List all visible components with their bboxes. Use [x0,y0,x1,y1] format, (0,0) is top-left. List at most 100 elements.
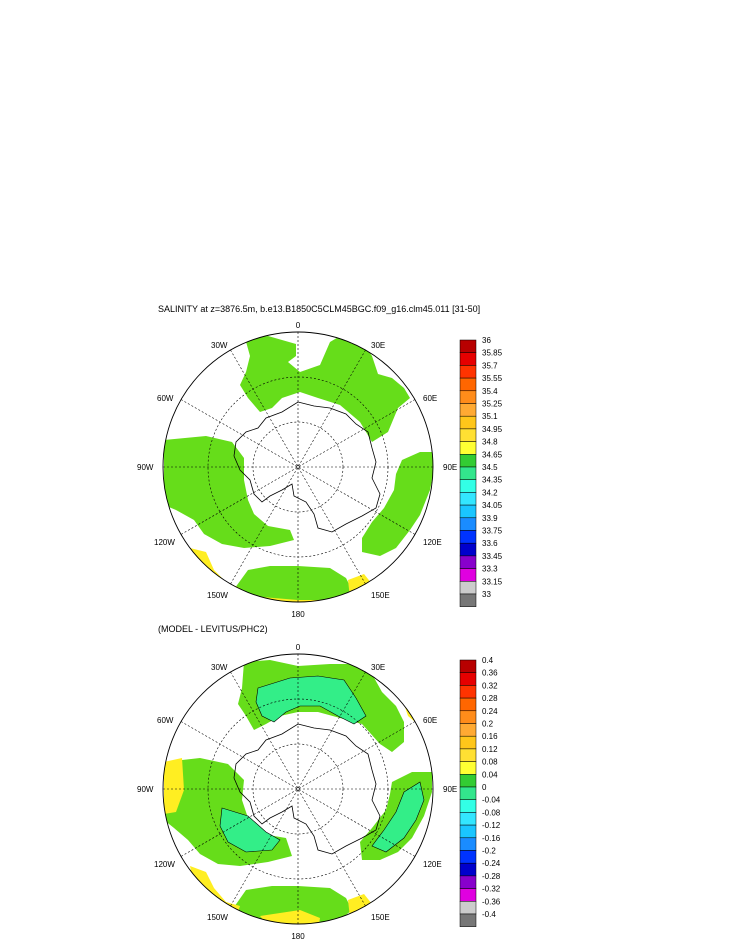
panel1-colorbar-swatch [459,390,477,404]
panel1-lon-30w: 30W [211,341,228,350]
panel2-colorbar-label: 0.28 [482,694,498,703]
panel1-colorbar-label: 35.85 [482,349,503,358]
panel2-lon-120e: 120E [423,860,442,869]
panel1-colorbar-label: 34.65 [482,450,503,459]
panel1-colorbar-label: 33.75 [482,527,503,536]
panel2-colorbar-swatch [459,862,477,877]
panel2-colorbar: 0.4 0.36 0.32 0.28 0.24 0.2 0.16 0.12 0.08 0.04 0 -… [459,656,501,927]
panel2-colorbar-swatch [459,824,477,839]
panel1-colorbar-label: 35.1 [482,412,498,421]
panel1-lon-60w: 60W [157,394,174,403]
panel1-colorbar-label: 33.15 [482,577,503,586]
panel1-colorbar-swatch [459,479,477,493]
panel1-colorbar-label: 33.9 [482,514,498,523]
panel2-colorbar-swatch [459,735,477,750]
panel1-colorbar: 36 35.85 35.7 35.55 35.4 35.25 35.1 34.95 34.8 34… [459,336,503,607]
panel1-colorbar-label: 33.6 [482,539,498,548]
panel1-salinity-field [164,336,433,602]
panel2-colorbar-label: -0.36 [482,897,501,906]
panel2-colorbar-swatch [459,761,477,775]
panel1-colorbar-swatch [459,441,477,455]
panel2-lon-150w: 150W [207,913,228,922]
panel1-colorbar-label: 34.5 [482,463,498,472]
panel1-colorbar-swatch [459,352,477,366]
panel2-colorbar-label: 0.16 [482,732,498,741]
panel1-lon-30e: 30E [371,341,385,350]
panel1-colorbar-swatch [459,542,477,557]
panel1-colorbar-swatch [459,377,477,392]
panel2-colorbar-label: 0.24 [482,707,498,716]
panel1-colorbar-swatch [459,593,477,607]
panel2-colorbar-label: -0.4 [482,910,496,919]
panel1-colorbar-label: 33 [482,590,491,599]
panel1-colorbar-label: 35.4 [482,387,498,396]
panel2-colorbar-label: -0.16 [482,834,501,843]
panel2-colorbar-swatch [459,710,477,724]
panel2-colorbar-swatch [459,812,477,826]
panel2-colorbar-swatch [459,723,477,737]
panel2-colorbar-label: -0.28 [482,872,501,881]
panel2-colorbar-label: 0.08 [482,758,498,767]
panel2-lon-150e: 150E [371,913,390,922]
panel2-colorbar-label: 0 [482,783,487,792]
panel2-graticule [163,654,433,924]
panel2-colorbar-label: 0.4 [482,656,494,665]
panel1-colorbar-swatch [459,339,477,353]
panel2-colorbar-label: -0.12 [482,821,501,830]
panel2-lon-60e: 60E [423,716,437,725]
panel1-lon-90w: 90W [137,463,154,472]
panel1-colorbar-swatch [459,555,477,569]
panel2-colorbar-swatch [459,774,477,788]
panel2-colorbar-label: -0.2 [482,847,496,856]
panel2-colorbar-swatch [459,697,477,712]
panel2-colorbar-swatch [459,672,477,686]
panel1-lon-0: 0 [296,321,301,330]
panel2-colorbar-swatch [459,799,477,813]
panel1-colorbar-swatch [459,530,477,544]
panel1-colorbar-swatch [459,504,477,519]
panel1-lon-120e: 120E [423,538,442,547]
panel2-colorbar-swatch [459,659,477,673]
panel2-colorbar-label: 0.12 [482,745,498,754]
panel2-lon-60w: 60W [157,716,174,725]
panel2-map: 0 30E 60E 90E 120E 150E 180 150W 120W 90… [137,643,501,941]
panel2-colorbar-label: 0.36 [482,669,498,678]
panel1-colorbar-swatch [459,403,477,417]
panel1-lon-90e: 90E [443,463,457,472]
panel2-colorbar-label: -0.24 [482,859,501,868]
panel1-colorbar-swatch [459,365,477,379]
panel2-colorbar-swatch [459,913,477,927]
panel1-lon-180: 180 [291,610,305,619]
panel2-colorbar-swatch [459,685,477,699]
panel2-colorbar-label: 0.04 [482,770,498,779]
panel2-lon-0: 0 [296,643,301,652]
panel2-colorbar-label: -0.08 [482,808,501,817]
panel1-colorbar-swatch [459,568,477,582]
panel1-colorbar-swatch [459,415,477,430]
panel2-lon-120w: 120W [154,860,175,869]
panel2-lon-90e: 90E [443,785,457,794]
panel1-colorbar-label: 34.2 [482,488,498,497]
panel2-colorbar-label: -0.32 [482,885,501,894]
panel2-colorbar-label: 0.32 [482,681,498,690]
panel2-colorbar-label: 0.2 [482,720,494,729]
panel1-lon-60e: 60E [423,394,437,403]
panel2-colorbar-swatch [459,837,477,851]
panel2-colorbar-swatch [459,875,477,889]
panel1-graticule [163,332,433,602]
panel1-colorbar-swatch [459,454,477,468]
panel1-colorbar-label: 35.7 [482,361,498,370]
panel2-colorbar-label: -0.04 [482,796,501,805]
panel2-lon-30e: 30E [371,663,385,672]
panel2-colorbar-swatch [459,901,477,915]
panel2-lon-90w: 90W [137,785,154,794]
panel1-lon-150w: 150W [207,591,228,600]
panel1-colorbar-label: 34.95 [482,425,503,434]
panel2-colorbar-swatch [459,748,477,762]
panel1-colorbar-swatch [459,466,477,480]
panel1-colorbar-label: 35.25 [482,400,503,409]
panel1-map: 0 30E 60E 90E 120E 150E 180 150W 120W 90… [137,321,503,619]
panel2-lon-30w: 30W [211,663,228,672]
panel1-colorbar-label: 36 [482,336,491,345]
